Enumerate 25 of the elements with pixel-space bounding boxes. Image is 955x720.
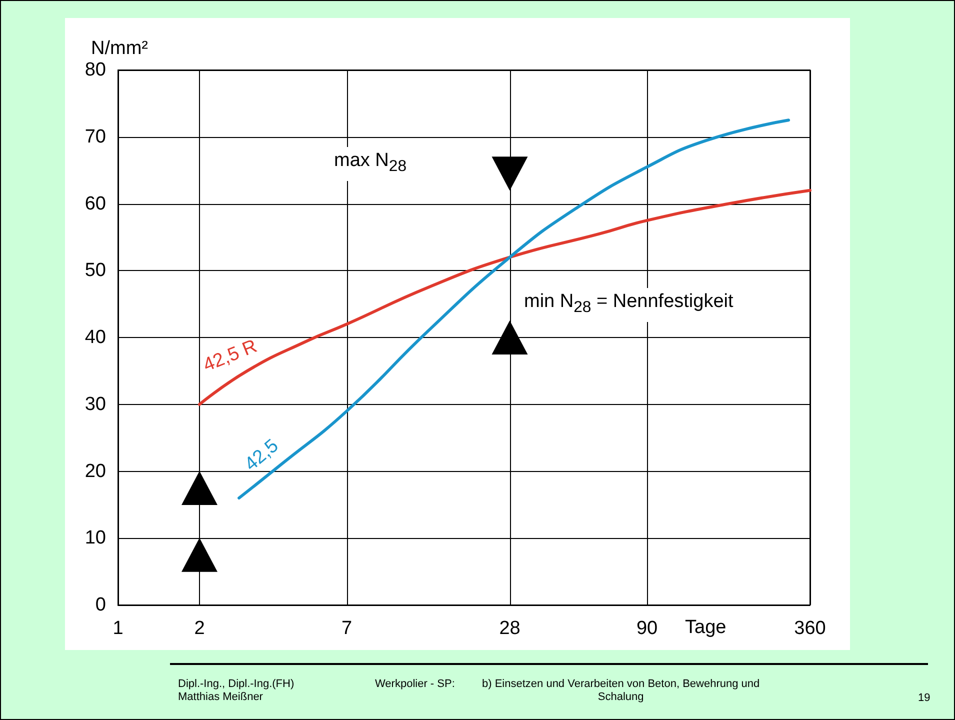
y-axis-title: N/mm²	[91, 38, 148, 59]
text: 42,5	[240, 435, 283, 476]
text: b) Einsetzen und Verarbeiten von Beton, Bewehrung und Schalung	[482, 678, 760, 704]
x-tick-label: 90	[636, 618, 658, 639]
text: 42,5 R	[200, 336, 260, 376]
y-tick-label: 60	[84, 193, 106, 214]
annotation: max N$_{28}$	[330, 147, 411, 181]
annotation: min N$_{28}$ = Nennfestigkeit	[520, 288, 738, 322]
y-tick-label: 70	[84, 126, 106, 148]
y-tick-label: 10	[84, 528, 106, 549]
x-tick-label: 360	[794, 618, 826, 639]
x-tick-label: 7	[341, 618, 352, 639]
x-tick-label: 2	[194, 618, 205, 639]
x-axis-title: Tage	[685, 617, 726, 638]
text: 19	[918, 692, 930, 705]
x-tick-label: 28	[499, 618, 520, 639]
x-tick-label: 1	[112, 618, 124, 639]
y-tick-label: 80	[84, 60, 106, 80]
y-tick-label: 50	[84, 260, 106, 282]
text: Werkpolier - SP:	[375, 678, 455, 691]
y-tick-label: 20	[84, 460, 106, 482]
y-tick-label: 0	[95, 594, 106, 616]
y-tick-label: 30	[84, 394, 106, 415]
y-tick-label: 40	[84, 327, 106, 348]
text: Dipl.-Ing., Dipl.-Ing.(FH) Matthias Meißner	[178, 678, 294, 704]
